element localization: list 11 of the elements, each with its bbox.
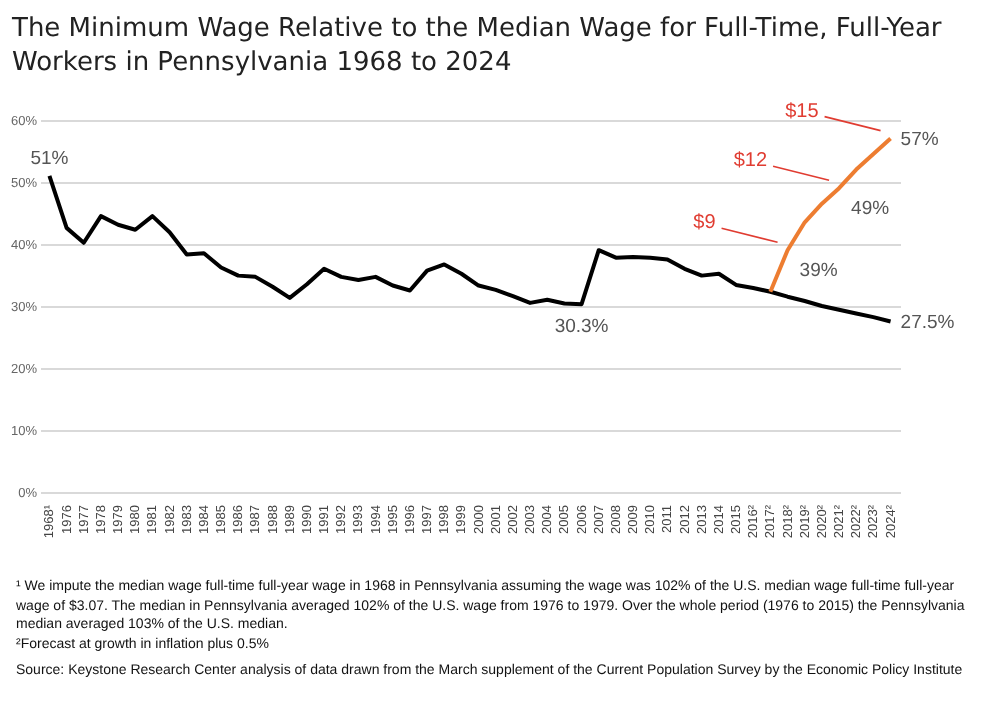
line-series xyxy=(768,136,893,294)
data-label: 57% xyxy=(900,128,940,151)
chart-title: The Minimum Wage Relative to the Median Wage for Full-Time, Full-Year Workers in Pennsylvania 1968 to 2024 xyxy=(10,12,944,82)
data-label: 27.5% xyxy=(900,311,956,334)
data-label: 51% xyxy=(30,147,70,170)
data-label: 49% xyxy=(851,198,891,221)
annotation: $9 xyxy=(693,212,717,235)
data-label: 39% xyxy=(799,260,839,283)
annotation: $15 xyxy=(785,100,820,123)
annotation: $12 xyxy=(733,150,768,173)
data-label: 30.3% xyxy=(554,316,610,339)
